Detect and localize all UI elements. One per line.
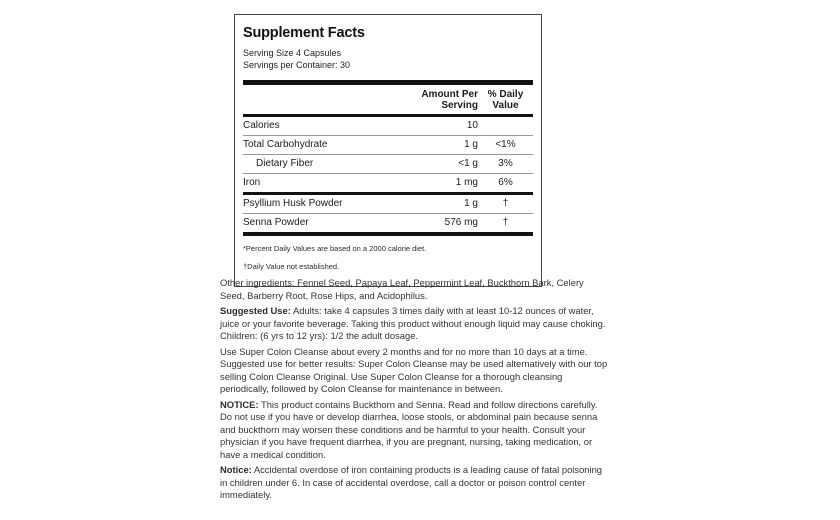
table-row-total-carbohydrate: Total Carbohydrate 1 g <1%: [243, 136, 533, 155]
nutrient-daily-value: 3%: [498, 158, 513, 169]
paragraph-lead: Notice:: [220, 464, 252, 475]
paragraph-suggested-use: Suggested Use: Adults: take 4 capsules 3…: [220, 305, 616, 343]
paragraph-other-ingredients: Other ingredients: Fennel Seed, Papaya L…: [220, 277, 616, 302]
ingredient-daily-value: †: [502, 217, 509, 228]
ingredient-daily-value: †: [502, 198, 509, 209]
table-row-dietary-fiber: Dietary Fiber <1 g 3%: [243, 155, 533, 174]
divider-mid: [243, 192, 533, 195]
nutrient-amount: 10: [466, 120, 478, 131]
ingredient-name: Senna Powder: [243, 217, 309, 228]
paragraph-usage-frequency: Use Super Colon Cleanse about every 2 mo…: [220, 346, 616, 396]
nutrient-amount: 1 g: [464, 139, 478, 150]
nutrient-daily-value: <1%: [495, 139, 516, 150]
paragraph-body: Other ingredients: Fennel Seed, Papaya L…: [220, 277, 584, 301]
divider-thick-top: [243, 80, 533, 85]
servings-per-container-text: Servings per Container: 30: [243, 60, 351, 70]
paragraph-body: This product contains Buckthorn and Senn…: [220, 398, 598, 460]
paragraph-notice-iron-overdose: Notice: Accidental overdose of iron cont…: [220, 464, 616, 502]
nutrient-amount: <1 g: [458, 158, 478, 169]
ingredient-name: Psyllium Husk Powder: [243, 198, 343, 209]
supplement-facts-title: Supplement Facts: [243, 25, 365, 41]
footnote-daily-value-not-established: †Daily Value not established.: [243, 262, 340, 271]
ingredient-amount: 576 mg: [444, 217, 478, 228]
nutrient-amount: 1 mg: [455, 177, 478, 188]
divider-header-underline: [243, 114, 533, 117]
footnote-percent-daily-values: *Percent Daily Values are based on a 200…: [243, 244, 427, 253]
nutrient-name: Iron: [243, 177, 261, 188]
serving-size-text: Serving Size 4 Capsules: [243, 48, 342, 58]
supplement-facts-panel: Supplement Facts Serving Size 4 Capsules…: [234, 14, 542, 287]
nutrient-name: Dietary Fiber: [256, 158, 314, 169]
paragraph-body: Use Super Colon Cleanse about every 2 mo…: [220, 345, 608, 395]
divider-thick-bottom: [243, 232, 533, 236]
package-directions-text: Other ingredients: Fennel Seed, Papaya L…: [220, 277, 616, 505]
table-header-row: Amount Per Serving % Daily Value: [243, 85, 533, 114]
nutrient-daily-value: 6%: [498, 177, 513, 188]
ingredient-amount: 1 g: [464, 198, 478, 209]
nutrient-name: Total Carbohydrate: [243, 139, 328, 150]
paragraph-body: Adults: take 4 capsules 3 times daily wi…: [220, 305, 606, 341]
nutrient-name: Calories: [243, 120, 280, 131]
paragraph-lead: Suggested Use:: [220, 305, 291, 316]
table-row-senna-powder: Senna Powder 576 mg †: [243, 214, 533, 232]
header-amount-per-serving: Amount Per Serving: [421, 89, 478, 111]
header-percent-daily-value: % Daily Value: [487, 89, 524, 111]
table-row-iron: Iron 1 mg 6%: [243, 174, 533, 192]
paragraph-body: Accidental overdose of iron containing p…: [220, 464, 603, 500]
table-row-psyllium-husk-powder: Psyllium Husk Powder 1 g †: [243, 195, 533, 214]
table-row-calories: Calories 10: [243, 117, 533, 136]
paragraph-notice-buckthorn-senna: NOTICE: This product contains Buckthorn …: [220, 399, 616, 462]
paragraph-lead: NOTICE:: [220, 398, 259, 410]
